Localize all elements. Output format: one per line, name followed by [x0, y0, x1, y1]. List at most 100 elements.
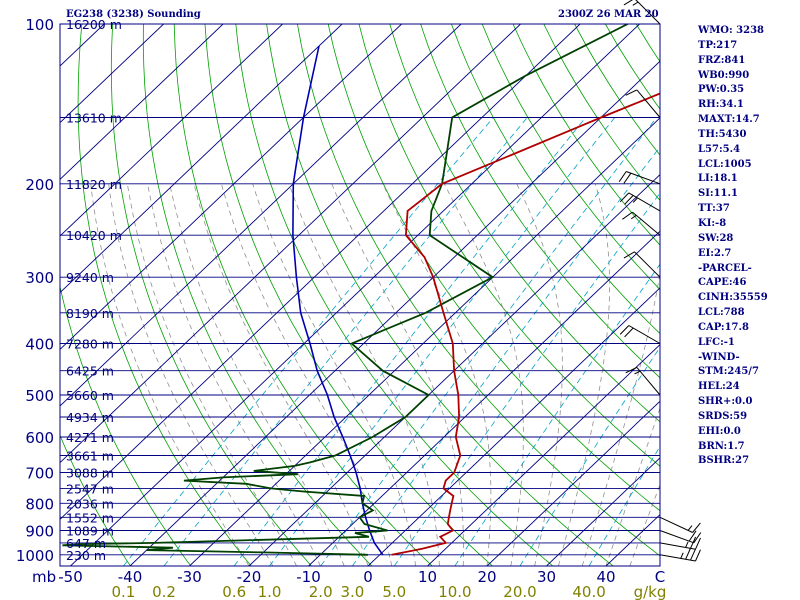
pressure-tick-label: 700	[25, 465, 54, 483]
barb-feather	[622, 211, 633, 220]
dry-adiabat	[297, 24, 660, 557]
wind-barb	[623, 0, 661, 25]
moist-adiabats	[90, 183, 660, 566]
moist-adiabat	[558, 183, 610, 566]
barb-staff	[659, 542, 696, 550]
temperature-tick-label: -30	[177, 568, 202, 586]
dry-adiabat	[77, 24, 252, 566]
barb-staff	[635, 0, 661, 25]
mixing-ratio-line	[588, 445, 660, 566]
index-line: LI:18.1	[698, 173, 738, 185]
index-line: RH:34.1	[698, 99, 744, 111]
index-line: WB0:990	[698, 69, 750, 81]
height-label: 4934 m	[66, 410, 114, 425]
barb-half-feather	[630, 214, 637, 220]
moist-adiabat	[193, 183, 369, 566]
isotherm	[0, 24, 45, 566]
barb-feather	[623, 172, 632, 184]
mixing-ratio-label: 3.0	[340, 583, 364, 600]
index-line: FRZ:841	[698, 54, 746, 66]
moist-adiabat	[331, 183, 464, 566]
barb-staff	[636, 367, 661, 396]
barb-staff	[659, 554, 696, 562]
height-label: 2547 m	[66, 481, 114, 496]
pressure-tick-label: 600	[25, 429, 54, 447]
dry-adiabat	[110, 24, 312, 566]
moist-adiabat	[90, 183, 250, 566]
mixing-ratio-label: 10.0	[438, 583, 471, 600]
wind-barb	[622, 211, 661, 236]
index-line: KI:-8	[698, 217, 727, 229]
barb-feather	[625, 366, 638, 374]
barb-feather	[695, 549, 701, 562]
index-line: BRN:1.7	[698, 440, 745, 452]
wind-barb	[659, 530, 702, 544]
index-line: L57:5.4	[698, 143, 741, 155]
barb-half-feather	[687, 525, 693, 531]
index-line: SW:28	[698, 232, 734, 244]
barb-staff	[634, 251, 661, 278]
sounding-profiles	[62, 24, 660, 556]
dry-adiabat	[481, 24, 660, 291]
dry-adiabat	[173, 24, 433, 566]
mixing-ratio-label: 20.0	[503, 583, 536, 600]
isotherm	[60, 24, 402, 350]
barb-feather	[618, 171, 627, 182]
isotherm	[60, 24, 343, 294]
isotherm	[427, 343, 660, 566]
index-line: PW:0.35	[698, 84, 745, 96]
isotherm	[60, 24, 164, 124]
barb-feather	[692, 522, 701, 533]
barb-staff	[632, 211, 661, 236]
wind-barb	[659, 547, 701, 562]
barb-feather	[688, 530, 697, 542]
moist-adiabat	[147, 183, 321, 566]
height-label: 8190 m	[66, 306, 114, 321]
height-label: 3661 m	[66, 449, 114, 464]
parcel-trace	[292, 45, 384, 556]
dry-adiabat	[389, 24, 660, 423]
valid-time: 2300Z 26 MAR 20	[558, 9, 659, 20]
isotherms	[0, 24, 660, 566]
dry-adiabat	[790, 24, 800, 566]
barb-feather	[685, 547, 692, 560]
barb-staff	[659, 530, 694, 544]
moist-adiabat	[605, 406, 660, 566]
barb-half-feather	[680, 552, 684, 559]
pressure-tick-label: 500	[25, 387, 54, 405]
barb-feather	[624, 195, 634, 205]
barb-staff	[628, 325, 661, 344]
pressure-tick-label: 200	[25, 176, 54, 194]
barb-feather	[695, 537, 701, 550]
wind-barb	[659, 516, 701, 533]
barb-feather	[623, 0, 633, 6]
mixing-ratio-label: g/kg	[634, 583, 667, 600]
dry-adiabat	[266, 24, 614, 566]
index-line: HEL:24	[698, 381, 740, 393]
index-line: LCL:788	[698, 307, 745, 319]
moist-adiabat	[581, 270, 660, 566]
height-label: 2036 m	[66, 496, 114, 511]
dewpoint-trace	[62, 24, 629, 556]
isotherm	[60, 24, 224, 180]
index-line: WMO: 3238	[698, 25, 765, 36]
index-line: -WIND-	[698, 351, 740, 363]
height-label: 4271 m	[66, 430, 114, 445]
isotherm	[248, 173, 660, 566]
height-label: 5660 m	[66, 388, 114, 403]
temperature-tick-label: 10	[418, 568, 437, 586]
temperature-tick-label: -40	[118, 568, 143, 586]
wind-barb	[623, 251, 661, 278]
barb-feather	[619, 325, 630, 335]
moist-adiabat	[169, 183, 345, 566]
index-line: CAPE:46	[698, 277, 747, 289]
index-line: CINH:35559	[698, 292, 768, 304]
dry-adiabat	[60, 284, 192, 566]
mixing-ratio-line	[163, 117, 528, 566]
pressure-tick-label: 400	[25, 336, 54, 354]
plot-frame	[59, 23, 661, 567]
pressure-tick-label: 100	[25, 16, 54, 34]
height-label: 13610 m	[66, 111, 122, 126]
index-line: BSHR:27	[698, 455, 750, 467]
